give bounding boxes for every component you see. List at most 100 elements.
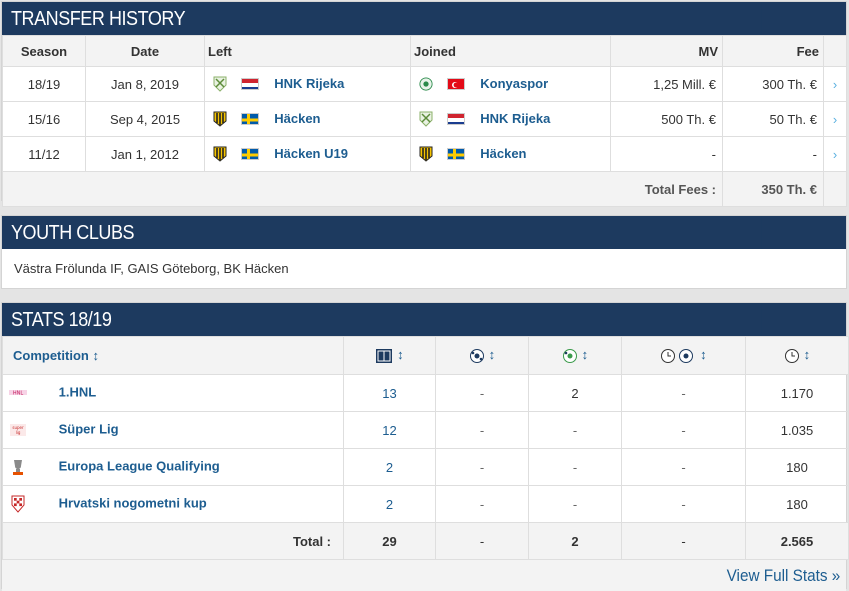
left-club-cell: HNK Rijeka [204,66,411,102]
total-assists: 2 [528,522,622,560]
assists-cell: - [528,411,622,449]
total-appearances: 29 [343,522,436,560]
sweden-flag-icon [240,148,259,161]
assists-cell: - [528,448,622,486]
fee-header: Fee [722,35,824,67]
total-goals: - [435,522,529,560]
ball-goals-icon [469,348,484,363]
transfer-history-title: TRANSFER HISTORY [2,2,762,35]
sort-icon: ↕ [581,347,589,363]
joined-club-link[interactable]: Konyaspor [480,75,549,91]
youth-clubs-text: Västra Frölunda IF, GAIS Göteborg, BK Hä… [14,261,289,276]
total-label: Total : [2,522,344,560]
minutes-cell: 1.170 [745,374,849,412]
croatia-flag-icon [446,113,465,126]
chevron-right-icon[interactable]: › [823,136,847,172]
competition-link[interactable]: Süper Lig [58,421,119,437]
left-club-cell: Häcken [204,101,411,137]
rijeka-crest-icon [213,76,227,92]
stats-total-row: Total : 29 - 2 - 2.565 [2,522,849,560]
chevron-right-icon[interactable]: › [823,101,847,137]
joined-club-cell: Häcken [410,136,611,172]
europa-league-logo-icon [13,460,23,475]
sweden-flag-icon [240,113,259,126]
fee-cell: 50 Th. € [722,101,824,137]
competition-link[interactable]: Europa League Qualifying [58,458,220,474]
svg-text:HNL: HNL [13,391,24,397]
svg-text:super: super [12,425,24,430]
hnl-logo-icon: HNL [9,390,27,397]
youth-clubs-title: YOUTH CLUBS [2,216,762,249]
hacken-crest-icon [213,146,227,162]
season-header: Season [2,35,86,67]
minutes-cell: 180 [745,448,849,486]
appearances-cell[interactable]: 2 [343,448,436,486]
left-header: Left [204,35,411,67]
date-header: Date [85,35,205,67]
minutes-cell: 180 [745,485,849,523]
goals-cell: - [435,411,529,449]
sort-icon: ↕ [397,347,404,363]
appearances-sort-header[interactable]: ↕ [343,336,436,375]
konyaspor-crest-icon [419,77,433,91]
minutes-played-icon [784,348,799,363]
left-club-link[interactable]: Häcken [274,110,321,126]
goals-cell: - [435,485,529,523]
stats-title: STATS 18/19 [2,303,762,336]
joined-club-link[interactable]: HNK Rijeka [480,110,551,126]
total-fees-value: 350 Th. € [722,171,824,207]
transfer-row[interactable]: 18/19 Jan 8, 2019 HNK Rijeka Konyaspor 1… [2,66,847,102]
left-club-cell: Häcken U19 [204,136,411,172]
rijeka-crest-icon [419,111,433,127]
hacken-crest-icon [419,146,433,162]
fee-cell: 300 Th. € [722,66,824,102]
minutes-per-goal-sort-header[interactable]: ↕ [621,336,746,375]
youth-clubs-panel: YOUTH CLUBS Västra Frölunda IF, GAIS Göt… [1,215,847,289]
minutes-sort-header[interactable]: ↕ [745,336,849,375]
transfer-row[interactable]: 15/16 Sep 4, 2015 Häcken HNK Rijeka 500 … [2,101,847,137]
competition-header-label: Competition [13,348,89,363]
svg-text:lig: lig [16,430,21,435]
competition-sort-header[interactable]: Competition ↕ [2,336,344,375]
sort-icon: ↕ [803,347,811,363]
season-cell: 18/19 [2,66,86,102]
hacken-crest-icon [213,111,227,127]
appearances-cell[interactable]: 13 [343,374,436,412]
view-full-stats-link[interactable]: View Full Stats » [726,566,840,585]
competition-cell: Europa League Qualifying [2,448,344,486]
appearances-cell[interactable]: 2 [343,485,436,523]
competition-link[interactable]: Hrvatski nogometni kup [58,495,207,511]
mv-header: MV [610,35,723,67]
stats-row: super lig Süper Lig 12 - - - 1.035 [2,411,849,449]
assists-cell: 2 [528,374,622,412]
competition-cell: Hrvatski nogometni kup [2,485,344,523]
goals-cell: - [435,448,529,486]
season-cell: 11/12 [2,136,86,172]
goals-cell: - [435,374,529,412]
sort-icon: ↕ [700,347,707,363]
stats-row: HNL 1.HNL 13 - 2 - 1.170 [2,374,849,412]
croatian-cup-logo-icon [11,495,25,513]
minutes-per-goal-cell: - [621,485,746,523]
appearances-cell[interactable]: 12 [343,411,436,449]
turkey-flag-icon [446,78,465,91]
pitch-appearances-icon [376,348,393,363]
left-club-link[interactable]: Häcken U19 [274,145,348,161]
minutes-per-goal-cell: - [621,448,746,486]
assists-sort-header[interactable]: ↕ [528,336,622,375]
stats-panel: STATS 18/19 Competition ↕ ↕ ↕ ↕ [1,302,849,591]
stats-row: Hrvatski nogometni kup 2 - - - 180 [2,485,849,523]
minutes-per-goal-cell: - [621,411,746,449]
transfer-row[interactable]: 11/12 Jan 1, 2012 Häcken U19 Häcken - - … [2,136,847,172]
competition-link[interactable]: 1.HNL [58,384,97,400]
sweden-flag-icon [446,148,465,161]
season-cell: 15/16 [2,101,86,137]
joined-club-link[interactable]: Häcken [480,145,527,161]
goals-sort-header[interactable]: ↕ [435,336,529,375]
left-club-link[interactable]: HNK Rijeka [274,75,345,91]
chevron-right-icon[interactable]: › [823,66,847,102]
assists-cell: - [528,485,622,523]
date-cell: Jan 8, 2019 [85,66,205,102]
sort-icon: ↕ [92,348,99,363]
